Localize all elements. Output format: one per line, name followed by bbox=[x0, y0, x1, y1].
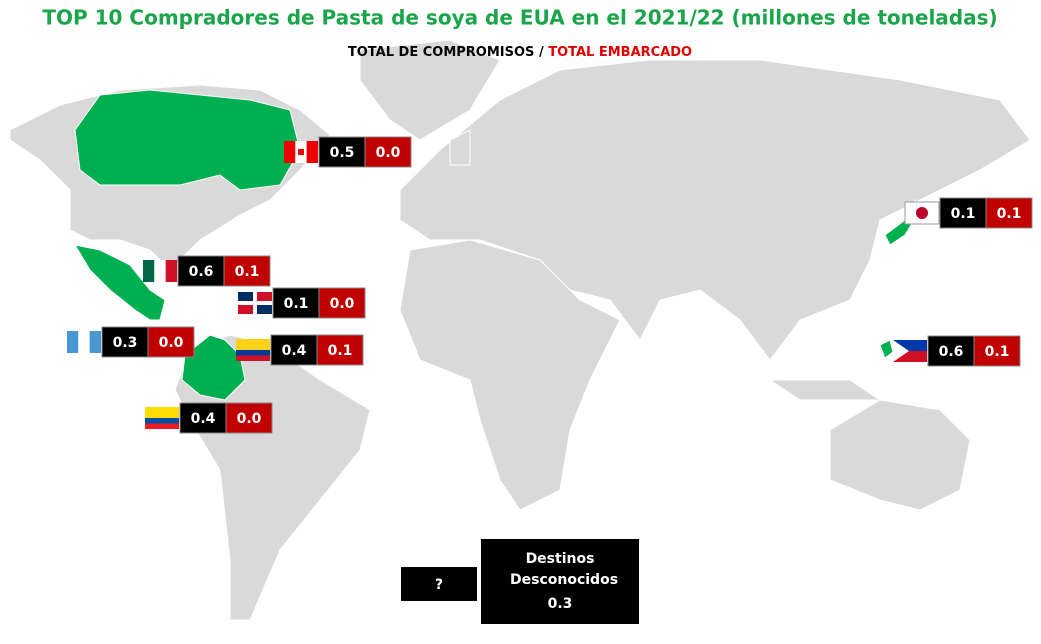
committed-value: 0.4 bbox=[282, 343, 307, 359]
shipped-box bbox=[985, 197, 1033, 229]
flag-part bbox=[298, 149, 304, 155]
shipped-box bbox=[223, 255, 271, 287]
shipped-box bbox=[364, 136, 412, 168]
shipped-value: 0.1 bbox=[997, 206, 1022, 222]
unknown-label-wrap: Destinos Desconocidos bbox=[510, 551, 619, 588]
unknown-icon-box bbox=[401, 567, 477, 601]
flag-part bbox=[238, 305, 253, 314]
flag-part bbox=[236, 350, 270, 356]
unknown-icon: ? bbox=[435, 577, 443, 593]
flag-part bbox=[78, 331, 90, 353]
committed-box bbox=[270, 334, 318, 366]
flag-part bbox=[236, 355, 270, 361]
shipped-value: 0.0 bbox=[237, 411, 262, 427]
shipped-box bbox=[316, 334, 364, 366]
highlighted-country bbox=[879, 339, 894, 359]
unknown-box bbox=[481, 539, 639, 624]
unknown-label: Destinos Desconocidos bbox=[510, 551, 619, 588]
land bbox=[768, 379, 882, 401]
shipped-box bbox=[225, 402, 273, 434]
flag-part bbox=[284, 141, 296, 163]
committed-box bbox=[179, 402, 227, 434]
flag-part bbox=[145, 407, 179, 418]
committed-box bbox=[177, 255, 225, 287]
shipped-value: 0.0 bbox=[376, 145, 401, 161]
committed-box bbox=[101, 326, 149, 358]
committed-box bbox=[927, 335, 975, 367]
committed-label: TOTAL DE COMPROMISOS bbox=[348, 45, 535, 60]
flag-part bbox=[893, 340, 909, 362]
flag-part bbox=[893, 340, 927, 351]
shipped-value: 0.0 bbox=[330, 296, 355, 312]
flag-part bbox=[257, 292, 272, 301]
highlighted-country bbox=[73, 244, 166, 321]
subtitle: TOTAL DE COMPROMISOS / TOTAL EMBARCADO bbox=[348, 45, 692, 60]
land bbox=[829, 399, 971, 511]
committed-box bbox=[272, 287, 320, 319]
flag-part bbox=[238, 292, 253, 301]
flag-part bbox=[905, 202, 917, 224]
committed-value: 0.6 bbox=[189, 264, 214, 280]
separator: / bbox=[539, 45, 544, 60]
committed-value: 0.1 bbox=[951, 206, 976, 222]
committed-box bbox=[939, 197, 987, 229]
land bbox=[359, 39, 501, 141]
flag-part bbox=[927, 202, 939, 224]
committed-value: 0.3 bbox=[113, 335, 138, 351]
shipped-value: 0.1 bbox=[235, 264, 260, 280]
committed-value: 0.5 bbox=[330, 145, 355, 161]
flag-part bbox=[306, 141, 318, 163]
flag-part bbox=[154, 260, 166, 282]
committed-value: 0.6 bbox=[939, 344, 964, 360]
flag-part bbox=[143, 260, 155, 282]
shipped-value: 0.1 bbox=[985, 344, 1010, 360]
flag-part bbox=[145, 418, 179, 424]
shipped-box bbox=[147, 326, 195, 358]
committed-box bbox=[318, 136, 366, 168]
highlighted-country bbox=[74, 89, 301, 191]
highlighted-country bbox=[181, 334, 246, 401]
shipped-label: TOTAL EMBARCADO bbox=[548, 45, 692, 60]
flag-part bbox=[236, 339, 270, 350]
flag-part bbox=[257, 305, 272, 314]
flag-part bbox=[916, 207, 928, 219]
flag-part bbox=[89, 331, 101, 353]
flag-part bbox=[165, 260, 177, 282]
shipped-box bbox=[318, 287, 366, 319]
unknown-value: 0.3 bbox=[548, 596, 573, 612]
flag-part bbox=[893, 351, 927, 362]
committed-value: 0.4 bbox=[191, 411, 216, 427]
title: TOP 10 Compradores de Pasta de soya de E… bbox=[42, 6, 997, 30]
shipped-box bbox=[973, 335, 1021, 367]
flag-part bbox=[145, 423, 179, 429]
shipped-value: 0.0 bbox=[159, 335, 184, 351]
shipped-value: 0.1 bbox=[328, 343, 353, 359]
land bbox=[399, 239, 621, 511]
flag-border bbox=[904, 201, 940, 225]
land bbox=[449, 129, 471, 166]
flag-part bbox=[67, 331, 79, 353]
committed-value: 0.1 bbox=[284, 296, 309, 312]
